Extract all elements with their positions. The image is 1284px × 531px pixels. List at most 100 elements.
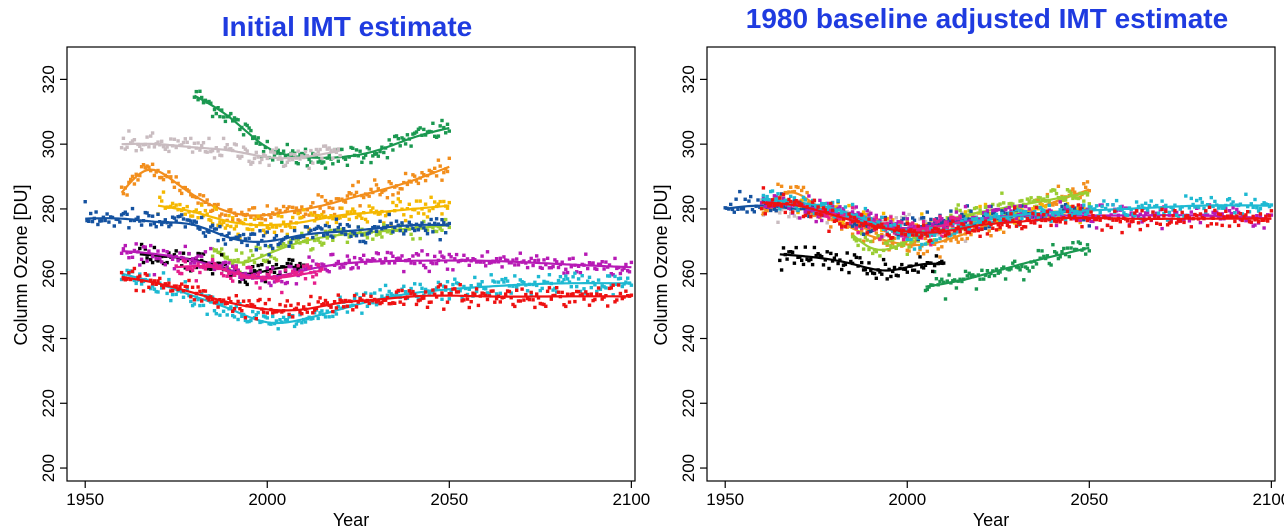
data-point [280, 310, 284, 314]
data-point [765, 194, 769, 199]
data-point [309, 160, 313, 164]
data-point [285, 273, 289, 278]
data-point [236, 299, 240, 304]
data-point [494, 292, 499, 296]
data-point [502, 255, 506, 259]
data-point [318, 226, 322, 230]
data-point [214, 207, 218, 211]
data-point [180, 271, 184, 276]
data-point [431, 290, 435, 295]
data-point [169, 223, 173, 227]
data-point [602, 267, 606, 271]
data-point [772, 194, 777, 198]
data-point [965, 274, 969, 278]
data-point [285, 280, 289, 285]
data-point [183, 225, 187, 229]
data-point [209, 101, 213, 105]
data-point [90, 219, 95, 224]
data-point [156, 279, 160, 283]
data-point [1056, 213, 1061, 217]
data-point [883, 241, 888, 245]
data-point [480, 291, 484, 295]
data-point [411, 132, 415, 136]
data-point [880, 232, 884, 237]
data-point [311, 316, 315, 321]
data-point [314, 213, 319, 218]
data-point [1175, 221, 1179, 225]
data-point [1007, 211, 1011, 215]
data-point [1007, 202, 1011, 206]
data-point [289, 152, 293, 156]
data-point [932, 226, 937, 231]
data-point [994, 219, 999, 224]
data-point [952, 234, 957, 238]
data-point [436, 280, 441, 285]
data-point [938, 255, 942, 259]
data-point [391, 230, 395, 234]
data-point [389, 301, 393, 306]
data-point [238, 280, 242, 284]
data-point [403, 290, 408, 294]
data-point [269, 215, 273, 219]
data-point [394, 292, 399, 297]
data-point [889, 236, 893, 240]
data-point [778, 200, 782, 204]
data-point [258, 246, 262, 250]
data-point [1185, 214, 1190, 218]
data-point [147, 249, 151, 253]
data-point [932, 233, 937, 237]
data-point [796, 185, 800, 190]
data-point [1087, 202, 1091, 206]
data-point [145, 164, 149, 168]
data-point [254, 141, 258, 145]
data-point [992, 211, 997, 215]
data-point [223, 146, 228, 150]
data-point [225, 143, 229, 147]
data-point [1227, 209, 1232, 213]
data-point [189, 299, 193, 304]
data-point [769, 189, 773, 194]
data-point [1076, 240, 1081, 244]
data-point [787, 206, 791, 211]
data-point [923, 236, 928, 241]
data-point [789, 211, 793, 215]
data-point [349, 267, 353, 271]
data-point [536, 258, 541, 262]
y-tick-label: 280 [679, 195, 698, 223]
data-point [1209, 222, 1213, 226]
data-point [945, 226, 949, 231]
data-point [403, 296, 408, 301]
data-point [1009, 209, 1013, 213]
data-point [951, 221, 955, 226]
data-point [818, 198, 822, 203]
data-point [576, 290, 581, 294]
data-point [334, 312, 339, 316]
data-point [1047, 261, 1051, 266]
data-point [900, 220, 904, 225]
data-point [1215, 222, 1219, 226]
data-point [283, 163, 288, 168]
data-point [1067, 214, 1071, 218]
data-point [736, 207, 740, 211]
data-point [779, 204, 784, 208]
data-point [529, 290, 533, 295]
data-point [236, 270, 240, 274]
data-point [596, 286, 601, 290]
data-point [300, 312, 304, 316]
data-point [150, 131, 155, 135]
data-point [881, 222, 886, 226]
data-point [965, 236, 969, 241]
data-point [1262, 201, 1266, 205]
data-point [132, 182, 137, 186]
data-point [494, 257, 499, 261]
data-point [220, 271, 224, 276]
data-point [302, 305, 306, 309]
data-point [427, 129, 431, 134]
data-point [241, 133, 246, 137]
data-point [409, 291, 413, 296]
data-point [814, 219, 818, 224]
data-point [938, 279, 942, 284]
data-point [595, 267, 599, 271]
data-point [365, 232, 370, 236]
